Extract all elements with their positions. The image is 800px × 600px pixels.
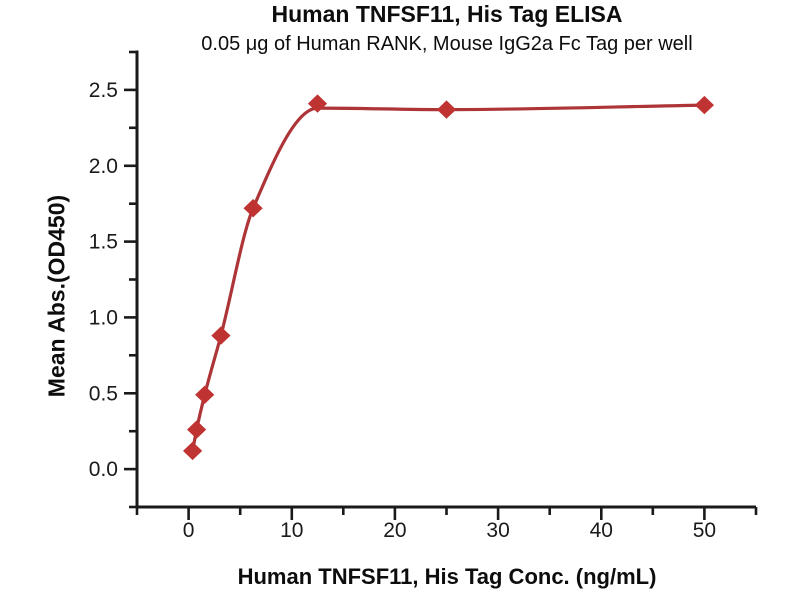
y-tick-label: 1.5 xyxy=(89,231,118,254)
y-tick-label: 2.0 xyxy=(89,155,118,178)
y-tick-label: 1.0 xyxy=(89,306,118,329)
x-tick-label: 30 xyxy=(486,519,509,542)
data-point-marker xyxy=(187,420,207,439)
y-tick-label: 0.0 xyxy=(89,458,118,481)
x-tick-label: 20 xyxy=(383,519,406,542)
data-point-marker xyxy=(183,441,203,461)
x-tick-label: 40 xyxy=(590,519,613,542)
x-tick-label: 0 xyxy=(183,519,195,542)
data-point-marker xyxy=(307,94,328,113)
data-point-marker xyxy=(694,95,714,115)
fit-curve xyxy=(191,103,706,453)
data-point-marker xyxy=(195,385,215,404)
x-tick-label: 10 xyxy=(280,519,303,542)
chart-subtitle: 0.05 μg of Human RANK, Mouse IgG2a Fc Ta… xyxy=(201,33,693,55)
y-tick-label: 0.5 xyxy=(89,382,118,405)
x-tick-label: 50 xyxy=(693,519,716,542)
data-point-marker xyxy=(243,199,263,218)
x-axis-title: Human TNFSF11, His Tag Conc. (ng/mL) xyxy=(237,564,657,589)
chart-title: Human TNFSF11, His Tag ELISA xyxy=(271,1,623,27)
data-point-marker xyxy=(211,326,231,345)
data-point-marker xyxy=(436,100,457,119)
y-tick-label: 2.5 xyxy=(89,79,118,102)
